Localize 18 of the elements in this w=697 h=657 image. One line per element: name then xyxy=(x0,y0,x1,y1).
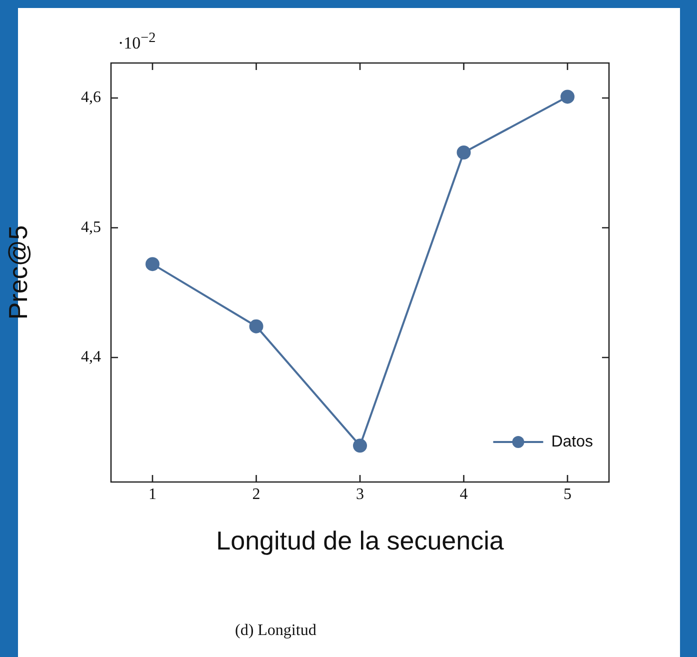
legend-label: Datos xyxy=(551,433,593,450)
y-tick-label: 4,6 xyxy=(81,89,101,106)
point xyxy=(249,319,264,334)
point xyxy=(353,438,367,453)
x-tick-label: 2 xyxy=(252,486,260,503)
x-tick-label: 3 xyxy=(356,486,364,503)
point xyxy=(456,146,471,160)
x-tick-label: 4 xyxy=(460,486,468,503)
y-tick-label: 4,5 xyxy=(81,218,101,236)
x-axis-title: Longitud de la secuencia xyxy=(216,526,504,556)
point xyxy=(560,90,574,104)
y-axis-title: Prec@5 xyxy=(2,225,33,320)
x-tick-label: 5 xyxy=(564,486,572,503)
y-tick-label: 4,4 xyxy=(81,348,101,366)
text: ·10$^{−2}$ xyxy=(118,30,156,54)
point xyxy=(146,257,160,272)
x-tick-label: 1 xyxy=(148,486,156,503)
text: (d) Longitud xyxy=(235,622,316,640)
